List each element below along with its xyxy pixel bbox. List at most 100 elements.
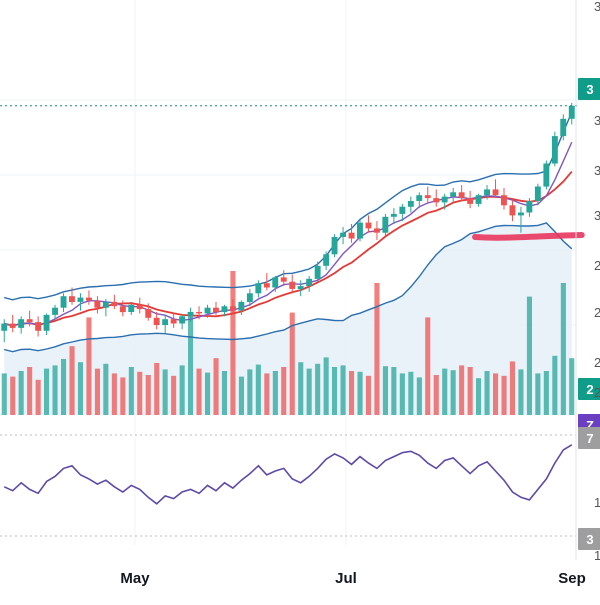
volume-bar	[289, 312, 295, 415]
volume-tag: 2	[578, 378, 600, 400]
candle-body	[43, 314, 50, 331]
volume-bar	[365, 375, 371, 415]
candle-body	[323, 254, 330, 266]
bollinger-band-fill	[4, 112, 572, 352]
candle-body	[187, 312, 194, 317]
candle-body	[18, 319, 25, 328]
rsi-line	[3, 444, 573, 505]
volume-bar	[416, 377, 422, 415]
volume-bar	[52, 365, 58, 415]
candle-body	[280, 277, 287, 282]
annotation-stroke	[472, 232, 585, 241]
x-axis-label-may: May	[120, 570, 150, 587]
candle-body	[399, 206, 406, 214]
volume-bar	[476, 378, 482, 415]
candle-body	[543, 163, 550, 187]
candle-body	[297, 286, 304, 289]
candle-body	[450, 192, 457, 197]
volume-bar	[425, 317, 431, 415]
volume-bar	[272, 371, 278, 415]
candle-body	[246, 293, 253, 302]
candle-body	[77, 297, 84, 302]
candle-body	[374, 228, 380, 233]
candle-body	[551, 136, 558, 164]
volume-bar	[349, 371, 355, 415]
last-price-tag: 3	[578, 78, 600, 100]
volume-bar	[382, 366, 388, 415]
candle-body	[94, 300, 101, 308]
rsi-low-tag-box	[578, 528, 600, 550]
candle-body	[153, 317, 160, 325]
volume-bar	[35, 379, 41, 415]
candle-body	[526, 201, 533, 213]
candle-body	[518, 212, 524, 216]
candle-body	[365, 222, 372, 229]
candle-body	[102, 301, 109, 308]
volume-bar	[493, 373, 499, 415]
volume-bar	[111, 373, 117, 415]
candle-body	[26, 319, 33, 323]
last-price-tag-text: 3	[586, 82, 593, 97]
volume-bar	[518, 369, 524, 415]
volume-bar	[442, 368, 448, 415]
price-axis-label: 1	[594, 495, 600, 510]
candle-body	[475, 195, 482, 204]
candle-body	[69, 296, 75, 302]
candle-body	[390, 213, 397, 217]
candle-body	[204, 307, 211, 314]
volume-bar	[357, 371, 363, 415]
rsi-low-tag: 3	[578, 528, 600, 550]
volume-bar	[526, 296, 532, 415]
candle-body	[9, 323, 16, 328]
volume-bar	[247, 369, 253, 415]
candle-body	[560, 118, 567, 137]
volume-bar	[103, 363, 109, 415]
candle-body	[484, 189, 490, 196]
volume-bar	[188, 312, 194, 415]
rsi-value-tag-text: Z	[586, 418, 594, 433]
volume-bar	[391, 367, 397, 415]
candle-body	[263, 283, 270, 288]
volume-bar	[86, 317, 92, 415]
candle-body	[331, 237, 338, 255]
candle-body	[424, 195, 431, 199]
volume-bar	[340, 365, 346, 415]
volume-bar	[323, 357, 329, 415]
candle-body	[221, 306, 228, 313]
volume-bar	[450, 370, 456, 415]
volume-bar	[332, 367, 338, 415]
candle-body	[238, 301, 245, 311]
candle-body	[433, 198, 440, 203]
candle-body	[1, 323, 8, 331]
rsi-low-tag-text: 3	[586, 532, 593, 547]
price-axis-label: 2	[594, 385, 600, 400]
candle-body	[492, 189, 499, 196]
volume-bar	[154, 363, 160, 415]
rsi-level-tag-box	[578, 427, 600, 449]
candle-body	[145, 309, 152, 318]
price-axis-label: 3	[594, 113, 600, 128]
volume-bar	[221, 371, 227, 415]
volume-bar	[230, 271, 236, 415]
candle-body	[60, 296, 67, 308]
candle-body	[272, 277, 279, 288]
volume-bar	[171, 375, 177, 415]
volume-bar	[27, 367, 33, 415]
volume-bar	[94, 368, 100, 415]
price-axis-label: 2	[594, 355, 600, 370]
last-price-tag-box	[578, 78, 600, 100]
candle-body	[119, 306, 126, 313]
volume-bar	[213, 358, 219, 415]
volume-bar	[509, 361, 515, 415]
volume-bar	[179, 365, 185, 415]
candle-body	[340, 232, 346, 237]
volume-bar	[77, 362, 83, 415]
volume-bar	[196, 368, 202, 415]
candle-body	[357, 222, 363, 239]
volume-bar	[205, 372, 211, 415]
volume-bar	[399, 373, 405, 415]
price-axis-label: 3	[594, 163, 600, 178]
volume-bar	[44, 368, 50, 415]
